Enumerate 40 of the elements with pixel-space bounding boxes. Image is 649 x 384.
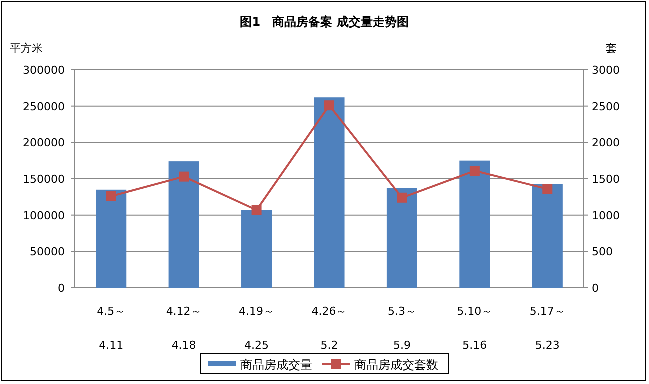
bar [314, 98, 345, 288]
y2-tick-label: 0 [592, 282, 599, 295]
y-tick-label: 50000 [30, 246, 65, 259]
point [397, 192, 408, 203]
point [470, 166, 480, 176]
legend-label: 商品房成交套数 [354, 358, 438, 372]
y-tick-label: 100000 [23, 209, 65, 222]
category-label: 5.3～ 5.9 [388, 305, 416, 352]
category-label: 5.17～ 5.23 [530, 305, 566, 352]
category-label: 4.12～ 4.18 [166, 305, 202, 352]
y2-tick-label: 3000 [592, 64, 620, 77]
y2-axis-title: 套 [606, 42, 617, 55]
legend-label: 商品房成交量 [240, 358, 312, 372]
point [542, 184, 553, 194]
point [252, 205, 262, 216]
y2-tick-label: 1500 [592, 173, 620, 186]
point [324, 100, 334, 111]
y2-tick-label: 1000 [592, 209, 620, 222]
y-tick-label: 300000 [23, 64, 65, 77]
y2-tick-label: 500 [592, 246, 613, 259]
bar [386, 188, 418, 288]
chart-title: 图1 商品房备案 成交量走势图 [240, 15, 409, 29]
y-axis-title: 平方米 [10, 42, 43, 55]
y-tick-label: 150000 [23, 173, 65, 186]
bar [242, 210, 272, 288]
y2-tick-label: 2000 [592, 136, 620, 150]
y-tick-label: 200000 [23, 136, 65, 150]
bar [460, 160, 490, 288]
category-label: 4.26～ 5.2 [312, 305, 348, 352]
category-label: 4.19～ 4.25 [239, 305, 275, 352]
point [106, 191, 116, 202]
y-tick-label: 0 [58, 282, 65, 295]
y2-tick-label: 2500 [592, 100, 620, 114]
bar [532, 184, 563, 288]
bar [96, 190, 127, 288]
category-label: 4.5～ 4.11 [97, 305, 126, 352]
point [179, 172, 190, 182]
category-label: 5.10～ 5.16 [457, 305, 493, 352]
y-tick-label: 250000 [23, 100, 65, 114]
bar [168, 162, 200, 288]
